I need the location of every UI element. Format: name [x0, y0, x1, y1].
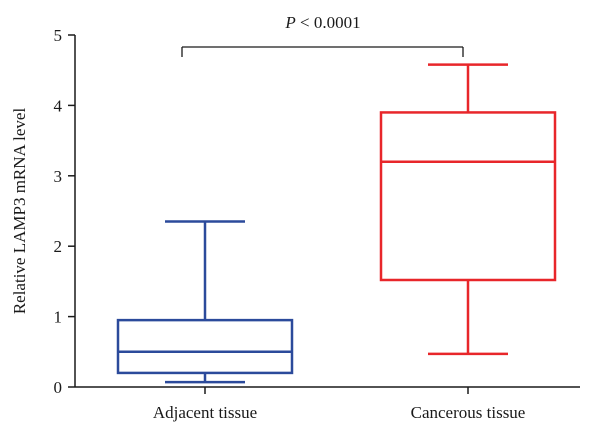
y-tick-label: 1 — [54, 308, 63, 327]
y-tick-label: 2 — [54, 237, 63, 256]
box-adjacent-tissue — [116, 220, 294, 384]
y-tick-label: 4 — [54, 96, 63, 115]
y-ticks: 0 1 2 3 4 5 — [54, 26, 75, 397]
significance-bracket — [181, 46, 464, 57]
iqr-box — [116, 318, 294, 375]
x-ticks: Adjacent tissue Cancerous tissue — [153, 387, 526, 422]
y-tick-label: 5 — [54, 26, 63, 45]
box-cancerous-tissue — [379, 63, 557, 356]
y-axis-title: Relative LAMP3 mRNA level — [10, 108, 29, 315]
x-category-label: Adjacent tissue — [153, 403, 257, 422]
y-tick-label: 3 — [54, 167, 63, 186]
boxes — [116, 63, 557, 384]
p-value-annotation: P < 0.0001 — [284, 13, 360, 32]
y-tick-label: 0 — [54, 378, 63, 397]
iqr-box — [379, 111, 557, 282]
x-category-label: Cancerous tissue — [411, 403, 526, 422]
p-value: < 0.0001 — [296, 13, 361, 32]
p-symbol: P — [284, 13, 295, 32]
